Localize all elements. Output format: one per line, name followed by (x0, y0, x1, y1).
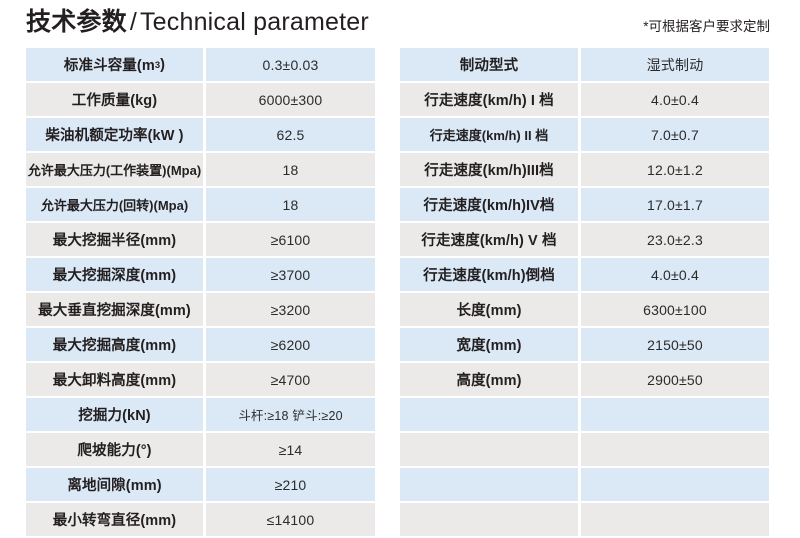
page-title-separator: / (129, 8, 137, 36)
spec-value: 4.0±0.4 (581, 83, 769, 116)
spec-value: 17.0±1.7 (581, 188, 769, 221)
spec-label: 离地间隙(mm) (26, 468, 206, 501)
table-row: 工作质量(kg) 6000±300 (26, 83, 375, 118)
spec-value: 2150±50 (581, 328, 769, 361)
spec-value: ≥210 (206, 468, 375, 501)
spec-value: 斗杆:≥18 铲斗:≥20 (206, 398, 375, 431)
spec-label: 宽度(mm) (400, 328, 581, 361)
table-row: 最大挖掘半径(mm) ≥6100 (26, 223, 375, 258)
spec-label: 高度(mm) (400, 363, 581, 396)
spec-value: 0.3±0.03 (206, 48, 375, 81)
spec-label (400, 398, 581, 431)
spec-value: ≥6100 (206, 223, 375, 256)
spec-label: 最大挖掘半径(mm) (26, 223, 206, 256)
page-header: 技术参数 / Technical parameter *可根据客户要求定制 (0, 0, 800, 46)
table-row: 最大垂直挖掘深度(mm) ≥3200 (26, 293, 375, 328)
customization-note: *可根据客户要求定制 (643, 19, 770, 34)
spec-value: 18 (206, 188, 375, 221)
spec-value: 12.0±1.2 (581, 153, 769, 186)
table-row: 挖掘力(kN) 斗杆:≥18 铲斗:≥20 (26, 398, 375, 433)
page-title-cn: 技术参数 (26, 8, 127, 36)
spec-label: 柴油机额定功率(kW ) (26, 118, 206, 151)
table-row (400, 433, 769, 468)
table-row (400, 468, 769, 503)
table-row: 行走速度(km/h) II 档 7.0±0.7 (400, 118, 769, 153)
spec-label: 工作质量(kg) (26, 83, 206, 116)
spec-table-right: 制动型式 湿式制动 行走速度(km/h) I 档 4.0±0.4 行走速度(km/h) … (400, 48, 769, 538)
table-row: 允许最大压力(工作装置)(Mpa) 18 (26, 153, 375, 188)
table-row: 行走速度(km/h) V 档 23.0±2.3 (400, 223, 769, 258)
spec-label (400, 433, 581, 466)
spec-label: 行走速度(km/h)IV档 (400, 188, 581, 221)
spec-label: 最大垂直挖掘深度(mm) (26, 293, 206, 326)
spec-value: ≥4700 (206, 363, 375, 396)
table-row: 最大卸料高度(mm) ≥4700 (26, 363, 375, 398)
table-row: 高度(mm) 2900±50 (400, 363, 769, 398)
spec-label: 爬坡能力(°) (26, 433, 206, 466)
table-row: 行走速度(km/h)IV档 17.0±1.7 (400, 188, 769, 223)
spec-label: 最大挖掘深度(mm) (26, 258, 206, 291)
table-row: 最大挖掘高度(mm) ≥6200 (26, 328, 375, 363)
spec-table-left: 标准斗容量(m 3) 0.3±0.03 工作质量(kg) 6000±300 柴油机额定功率… (26, 48, 375, 538)
table-row: 爬坡能力(°) ≥14 (26, 433, 375, 468)
table-row: 柴油机额定功率(kW ) 62.5 (26, 118, 375, 153)
spec-label: 允许最大压力(回转)(Mpa) (26, 188, 206, 221)
spec-label (400, 503, 581, 536)
spec-label: 行走速度(km/h) II 档 (400, 118, 581, 151)
spec-label: 行走速度(km/h) V 档 (400, 223, 581, 256)
table-row: 最大挖掘深度(mm) ≥3700 (26, 258, 375, 293)
spec-label: 行走速度(km/h)倒档 (400, 258, 581, 291)
table-row: 允许最大压力(回转)(Mpa) 18 (26, 188, 375, 223)
spec-label: 行走速度(km/h)III档 (400, 153, 581, 186)
spec-value: ≥6200 (206, 328, 375, 361)
spec-label: 长度(mm) (400, 293, 581, 326)
spec-value: 2900±50 (581, 363, 769, 396)
spec-value: 4.0±0.4 (581, 258, 769, 291)
table-row (400, 398, 769, 433)
spec-value (581, 468, 769, 501)
spec-value: 6300±100 (581, 293, 769, 326)
spec-label: 制动型式 (400, 48, 581, 81)
spec-label: 最大卸料高度(mm) (26, 363, 206, 396)
spec-label: 允许最大压力(工作装置)(Mpa) (26, 153, 206, 186)
spec-label: 挖掘力(kN) (26, 398, 206, 431)
spec-label: 标准斗容量(m 3) (26, 48, 206, 81)
spec-value (581, 398, 769, 431)
spec-label: 行走速度(km/h) I 档 (400, 83, 581, 116)
page-title: 技术参数 / Technical parameter (26, 6, 369, 38)
spec-value: 62.5 (206, 118, 375, 151)
table-row: 制动型式 湿式制动 (400, 48, 769, 83)
table-row: 标准斗容量(m 3) 0.3±0.03 (26, 48, 375, 83)
spec-value: 6000±300 (206, 83, 375, 116)
table-row: 行走速度(km/h)III档 12.0±1.2 (400, 153, 769, 188)
spec-label: 最小转弯直径(mm) (26, 503, 206, 536)
table-row (400, 503, 769, 538)
table-row: 离地间隙(mm) ≥210 (26, 468, 375, 503)
table-row: 行走速度(km/h) I 档 4.0±0.4 (400, 83, 769, 118)
table-row: 最小转弯直径(mm) ≤14100 (26, 503, 375, 538)
spec-value: ≤14100 (206, 503, 375, 536)
table-row: 长度(mm) 6300±100 (400, 293, 769, 328)
spec-value: ≥14 (206, 433, 375, 466)
spec-value: 7.0±0.7 (581, 118, 769, 151)
spec-value: ≥3200 (206, 293, 375, 326)
spec-value (581, 433, 769, 466)
spec-value: 湿式制动 (581, 48, 769, 81)
spec-label (400, 468, 581, 501)
spec-label: 最大挖掘高度(mm) (26, 328, 206, 361)
spec-value (581, 503, 769, 536)
table-row: 宽度(mm) 2150±50 (400, 328, 769, 363)
table-row: 行走速度(km/h)倒档 4.0±0.4 (400, 258, 769, 293)
spec-value: 23.0±2.3 (581, 223, 769, 256)
spec-value: 18 (206, 153, 375, 186)
spec-value: ≥3700 (206, 258, 375, 291)
page-title-en: Technical parameter (139, 8, 369, 36)
